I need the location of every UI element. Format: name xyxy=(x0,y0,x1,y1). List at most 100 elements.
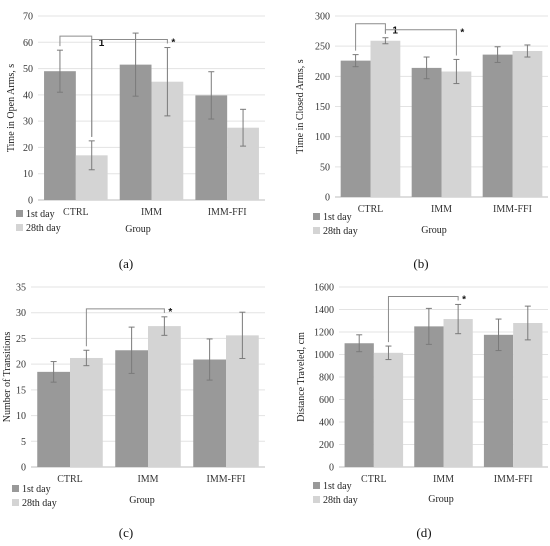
x-tick-label: IMM xyxy=(141,207,162,218)
significance-label: * xyxy=(168,307,172,318)
y-tick-label: 1600 xyxy=(314,283,334,294)
y-axis-label: Number of Transitions xyxy=(2,332,13,423)
y-tick-label: 5 xyxy=(21,437,26,448)
y-tick-label: 100 xyxy=(315,132,330,143)
chart-panel-1: 0 10 20 30 40 50 60 70 Time in Open Arms, s CTRL I… xyxy=(6,12,265,271)
legend-swatch xyxy=(16,224,23,231)
y-tick-label: 70 xyxy=(23,12,33,23)
significance-label: 1 xyxy=(99,38,105,49)
significance-label: * xyxy=(460,28,464,39)
bar-ctrl-28th-day xyxy=(373,352,404,467)
bar-imm-28th-day xyxy=(441,71,472,197)
x-axis-label: Group xyxy=(129,495,155,506)
y-tick-label: 50 xyxy=(23,64,33,75)
bar-imm-ffi-28th-day xyxy=(512,50,543,197)
bar-imm-1st-day xyxy=(414,326,444,467)
x-tick-label: IMM xyxy=(431,204,452,215)
legend-swatch xyxy=(16,210,23,217)
y-tick-label: 300 xyxy=(315,12,330,23)
x-tick-label: CTRL xyxy=(57,474,83,485)
legend-label: 28th day xyxy=(26,223,61,234)
legend-swatch xyxy=(12,499,19,506)
legend-label: 1st day xyxy=(323,212,352,223)
y-tick-label: 10 xyxy=(16,411,26,422)
panel-label: (b) xyxy=(413,256,428,271)
significance-bracket xyxy=(384,29,457,56)
y-tick-label: 1200 xyxy=(314,328,334,339)
significance-bracket xyxy=(91,39,168,137)
y-tick-label: 200 xyxy=(315,72,330,83)
y-axis-label: Time in Open Arms, s xyxy=(6,64,17,152)
legend-swatch xyxy=(313,213,320,220)
bar-imm-1st-day xyxy=(411,67,442,198)
y-tick-label: 1000 xyxy=(314,350,334,361)
x-tick-label: CTRL xyxy=(361,474,387,485)
significance-label: 1 xyxy=(392,26,398,37)
x-axis-label: Group xyxy=(125,224,151,235)
bar-imm-28th-day xyxy=(148,326,181,467)
legend-label: 28th day xyxy=(323,226,358,237)
y-tick-label: 30 xyxy=(23,117,33,128)
y-tick-label: 60 xyxy=(23,38,33,49)
y-tick-label: 30 xyxy=(16,308,26,319)
y-tick-label: 40 xyxy=(23,90,33,101)
y-tick-label: 800 xyxy=(319,373,334,384)
legend-label: 1st day xyxy=(22,484,51,495)
legend-swatch xyxy=(313,496,320,503)
legend-label: 1st day xyxy=(26,209,55,220)
x-tick-label: IMM-FFI xyxy=(493,204,532,215)
y-tick-label: 35 xyxy=(16,283,26,294)
y-tick-label: 150 xyxy=(315,102,330,113)
legend-label: 28th day xyxy=(22,498,57,509)
y-tick-label: 20 xyxy=(16,360,26,371)
bar-ctrl-28th-day xyxy=(70,357,103,467)
y-tick-label: 15 xyxy=(16,385,26,396)
y-tick-label: 250 xyxy=(315,42,330,53)
y-tick-label: 0 xyxy=(325,193,330,204)
bar-imm-ffi-1st-day xyxy=(482,54,513,197)
x-tick-label: CTRL xyxy=(358,204,384,215)
x-tick-label: IMM xyxy=(137,474,158,485)
chart-panel-4: 0 200 400 600 800 1000 1200 1400 1600 Distance Tr… xyxy=(296,283,548,540)
y-axis-label: Distance Traveled, cm xyxy=(296,332,307,422)
significance-label: * xyxy=(462,294,466,305)
x-tick-label: IMM-FFI xyxy=(207,474,246,485)
chart-panel-2: 0 50 100 150 200 250 300 Time in Closed Arms, s… xyxy=(295,12,548,271)
panel-label: (d) xyxy=(416,525,431,540)
x-tick-label: CTRL xyxy=(63,207,89,218)
chart-panel-3: 0 5 10 15 20 25 30 35 Number of Transitions CTRL I… xyxy=(2,283,265,540)
y-tick-label: 10 xyxy=(23,169,33,180)
significance-label: * xyxy=(171,38,175,49)
y-tick-label: 400 xyxy=(319,418,334,429)
y-tick-label: 200 xyxy=(319,440,334,451)
y-tick-label: 0 xyxy=(21,463,26,474)
bar-ctrl-1st-day xyxy=(344,343,374,467)
bar-ctrl-1st-day xyxy=(37,371,70,467)
bar-imm-ffi-1st-day xyxy=(483,334,514,467)
bar-ctrl-1st-day xyxy=(340,60,371,197)
panel-label: (c) xyxy=(119,525,133,540)
legend-label: 1st day xyxy=(323,481,352,492)
x-axis-label: Group xyxy=(428,494,454,505)
bar-imm-ffi-28th-day xyxy=(513,323,543,467)
x-tick-label: IMM xyxy=(433,474,454,485)
y-tick-label: 0 xyxy=(28,196,33,207)
legend-swatch xyxy=(313,482,320,489)
y-tick-label: 50 xyxy=(320,162,330,173)
x-tick-label: IMM-FFI xyxy=(208,207,247,218)
y-tick-label: 20 xyxy=(23,143,33,154)
significance-bracket xyxy=(85,308,165,347)
significance-bracket xyxy=(355,23,386,51)
bar-ctrl-28th-day xyxy=(370,40,401,198)
legend-swatch xyxy=(12,485,19,492)
x-axis-label: Group xyxy=(421,225,447,236)
panel-label: (a) xyxy=(119,256,133,271)
significance-bracket xyxy=(387,295,459,343)
y-tick-label: 0 xyxy=(329,463,334,474)
y-tick-label: 1400 xyxy=(314,305,334,316)
y-tick-label: 600 xyxy=(319,395,334,406)
y-axis-label: Time in Closed Arms, s xyxy=(295,59,306,153)
x-tick-label: IMM-FFI xyxy=(494,474,533,485)
bar-imm-28th-day xyxy=(443,319,473,467)
